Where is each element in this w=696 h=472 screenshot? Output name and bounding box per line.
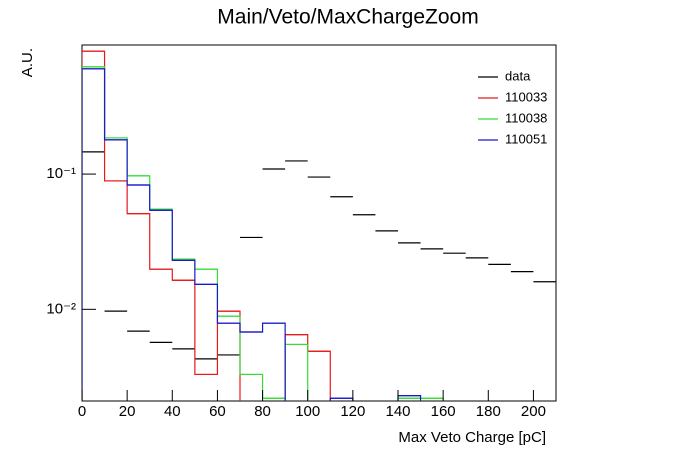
x-axis-label: Max Veto Charge [pC] [398, 429, 546, 446]
legend-label: 110038 [505, 110, 547, 125]
x-tick-label: 20 [119, 403, 136, 420]
y-tick-label: 10⁻² [46, 300, 76, 317]
chart-title: Main/Veto/MaxChargeZoom [217, 6, 478, 29]
histogram-outline [82, 50, 556, 401]
x-tick-label: 80 [254, 403, 271, 420]
x-tick-label: 140 [385, 403, 410, 420]
x-tick-label: 100 [295, 403, 320, 420]
plot-area [82, 50, 556, 401]
x-tick-label: 0 [78, 403, 86, 420]
x-tick-label: 40 [164, 403, 181, 420]
legend-label: 110051 [505, 131, 547, 146]
y-axis-label: A.U. [19, 48, 36, 77]
legend-label: data [505, 68, 531, 83]
x-tick-label: 200 [521, 403, 546, 420]
histogram-outline [82, 68, 556, 401]
x-tick-label: 60 [209, 403, 226, 420]
x-tick-label: 120 [340, 403, 365, 420]
x-tick-label: 160 [431, 403, 456, 420]
x-tick-label: 180 [476, 403, 501, 420]
y-tick-label: 10⁻¹ [46, 165, 76, 182]
legend-label: 110033 [505, 89, 547, 104]
